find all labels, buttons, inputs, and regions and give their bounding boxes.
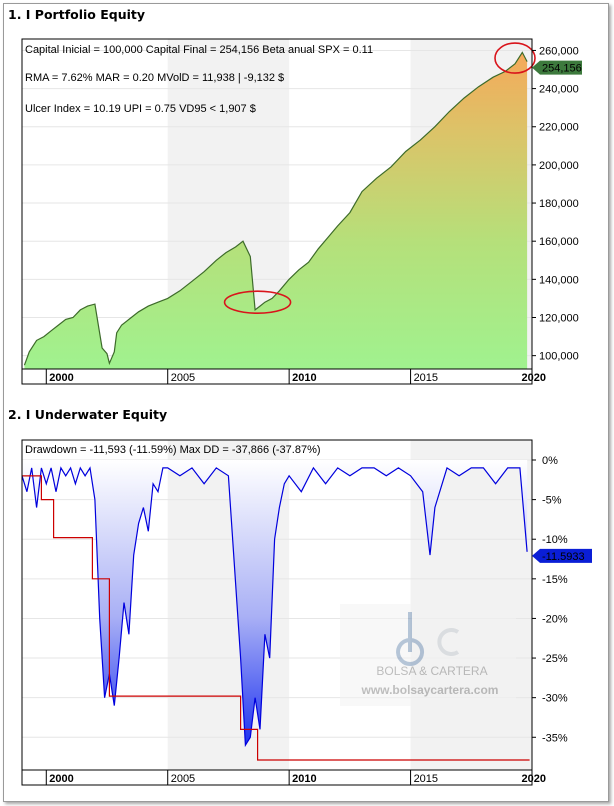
panel2-x-axis: 2000 2005 2010 2015 2020 [45,770,546,785]
watermark-brand: BOLSA & CARTERA [376,664,487,678]
logo-b-icon [396,612,425,666]
x-tick-label: 2015 [414,372,438,384]
last-drawdown-value: -11.5933 [542,551,585,563]
x-tick-label: 2000 [49,773,73,785]
last-drawdown-tag: -11.5933 [532,548,592,563]
y-tick-label: 0% [542,455,558,467]
x-tick-label: 2020 [522,773,546,785]
panel1-stat-line-1: Capital Inicial = 100,000 Capital Final … [25,44,373,56]
y-tick-label: 220,000 [539,122,579,134]
panel1-title: 1. I Portfolio Equity [8,7,146,22]
panel1-y-axis: 100,000 120,000 140,000 160,000 180,000 200,0… [532,45,579,363]
annotation-ellipse-2019 [494,42,536,74]
panel1-x-axis: 2000 2005 2010 2015 2020 [45,369,546,384]
y-tick-label: -25% [542,653,568,665]
equity-line [23,51,528,366]
watermark-url: www.bolsaycartera.com [361,683,499,697]
y-tick-label: -35% [542,732,568,744]
x-tick-label: 2010 [292,372,316,384]
drawdown-line [21,466,528,748]
x-tick-label: 2015 [414,773,438,785]
panel2-xaxis-band [21,769,533,786]
y-tick-label: -15% [542,574,568,586]
drawdown-area [22,460,528,746]
max-drawdown-step-line [21,475,530,761]
watermark: BOLSA & CARTERA www.bolsaycartera.com [340,604,516,706]
annotation-ellipse-2008 [223,290,292,315]
panel2-title: 2. I Underwater Equity [8,407,168,422]
panel1-xaxis-band [21,368,533,385]
y-tick-label: 120,000 [539,312,579,324]
y-tick-label: 140,000 [539,274,579,286]
y-tick-label: 260,000 [539,45,579,57]
panel1-stat-line-2: RMA = 7.62% MAR = 0.20 MVolD = 11,938 | … [25,72,284,84]
y-tick-label: -10% [542,534,568,546]
last-equity-value: 254,156 [542,63,582,75]
x-tick-label: 2000 [49,372,73,384]
y-tick-label: 180,000 [539,198,579,210]
y-tick-label: 100,000 [539,351,579,363]
x-tick-label: 2010 [292,773,316,785]
last-equity-tag: 254,156 [532,60,582,75]
panel2-stat-line: Drawdown = -11,593 (-11.59%) Max DD = -3… [25,444,321,456]
y-tick-label: -30% [542,693,568,705]
x-tick-label: 2005 [171,372,195,384]
y-tick-label: -20% [542,613,568,625]
y-tick-label: 240,000 [539,84,579,96]
y-tick-label: 160,000 [539,236,579,248]
logo-c-icon [437,628,460,656]
y-tick-label: -5% [542,495,562,507]
panel2-y-axis: 0% -5% -10% -15% -20% -25% -30% -35% [532,455,568,744]
y-tick-label: 200,000 [539,160,579,172]
x-tick-label: 2020 [522,372,546,384]
panel1-stat-line-3: Ulcer Index = 10.19 UPI = 0.75 VD95 < 1,… [25,103,256,115]
x-tick-label: 2005 [171,773,195,785]
equity-area [24,52,528,370]
